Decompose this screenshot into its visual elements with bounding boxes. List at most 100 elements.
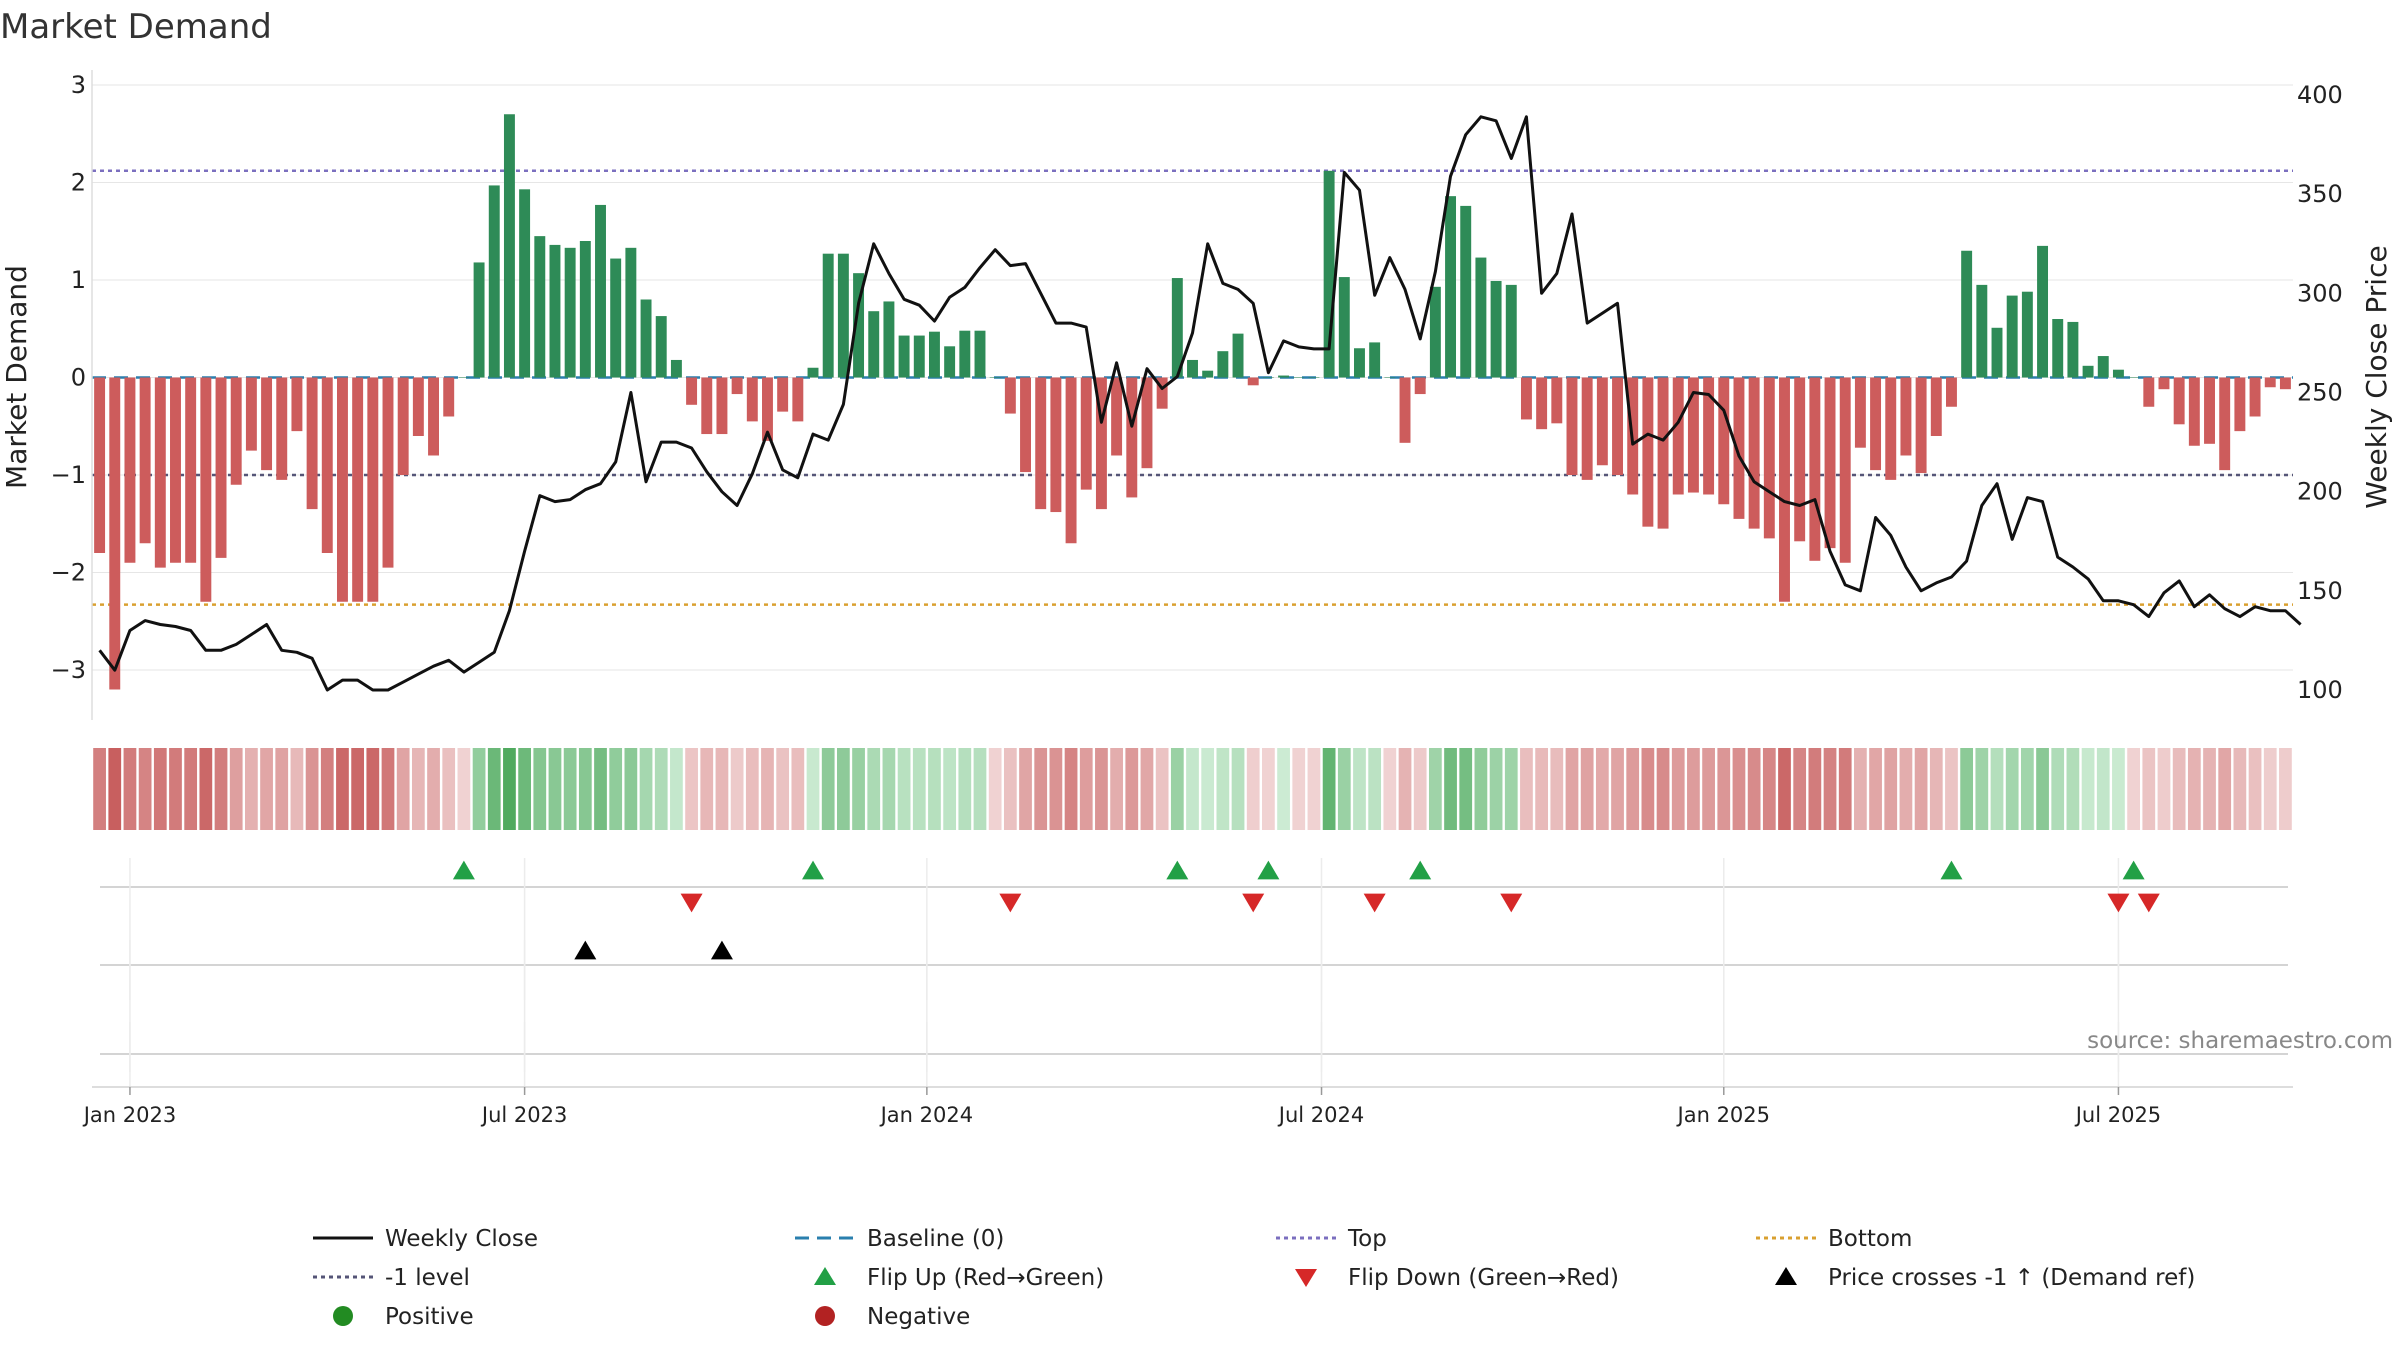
heat-cell-117 xyxy=(1869,748,1882,830)
legend-item-2: Top xyxy=(1276,1226,1387,1252)
y-tick-label-2: 1 xyxy=(71,266,86,294)
heat-cell-90 xyxy=(1459,748,1473,830)
heat-cell-65 xyxy=(1079,748,1093,830)
heat-cell-40 xyxy=(700,748,714,830)
heat-cell-135 xyxy=(2142,748,2156,830)
heat-cell-115 xyxy=(1838,748,1852,830)
demand-bar-100 xyxy=(1612,377,1623,475)
demand-bar-22 xyxy=(428,377,439,456)
heat-cell-0 xyxy=(93,748,106,830)
demand-bar-90 xyxy=(1460,205,1472,378)
demand-bar-86 xyxy=(1399,377,1411,443)
heat-cell-6 xyxy=(184,748,198,830)
heat-cell-114 xyxy=(1823,748,1837,830)
heat-cell-37 xyxy=(654,748,668,830)
legend-label-7: Price crosses -1 ↑ (Demand ref) xyxy=(1828,1265,2195,1291)
heat-cell-43 xyxy=(745,748,759,830)
demand-bar-108 xyxy=(1733,377,1745,519)
heat-cell-132 xyxy=(2096,748,2110,830)
heat-cell-83 xyxy=(1353,748,1366,830)
legend-label-4: -1 level xyxy=(385,1265,470,1291)
demand-bar-73 xyxy=(1202,370,1214,378)
heat-cell-54 xyxy=(912,748,926,830)
heat-cell-78 xyxy=(1277,748,1290,830)
demand-bar-85 xyxy=(1384,377,1396,378)
demand-bar-57 xyxy=(959,330,971,378)
heat-cell-20 xyxy=(396,748,410,830)
demand-bar-114 xyxy=(1824,377,1836,549)
y2-tick-label-4: 200 xyxy=(2297,478,2343,506)
demand-bar-137 xyxy=(2173,377,2185,425)
heat-cell-88 xyxy=(1428,748,1442,830)
demand-bar-140 xyxy=(2219,377,2231,471)
heat-cell-32 xyxy=(578,748,592,830)
demand-bar-54 xyxy=(913,335,925,378)
heat-cell-24 xyxy=(457,748,471,830)
demand-bar-13 xyxy=(291,377,303,432)
heat-cell-110 xyxy=(1762,748,1776,830)
heat-cell-109 xyxy=(1747,748,1761,830)
heat-cell-94 xyxy=(1520,748,1533,830)
demand-bar-87 xyxy=(1414,377,1426,395)
demand-bar-30 xyxy=(549,244,561,378)
flip-down-marker-0 xyxy=(680,893,703,913)
demand-bar-76 xyxy=(1247,377,1259,386)
y-tick-label-3: 0 xyxy=(71,364,86,392)
demand-bar-48 xyxy=(822,253,834,378)
demand-bar-82 xyxy=(1338,277,1350,378)
demand-bar-96 xyxy=(1551,377,1563,424)
demand-bar-105 xyxy=(1687,377,1699,493)
demand-bar-75 xyxy=(1232,333,1244,378)
demand-bar-133 xyxy=(2112,369,2124,378)
heat-cell-51 xyxy=(867,748,881,830)
demand-bar-118 xyxy=(1885,377,1897,480)
demand-bar-21 xyxy=(412,377,424,436)
flip-up-marker-5 xyxy=(1940,860,1963,880)
date-tick-label-5: Jul 2025 xyxy=(2074,1103,2161,1127)
demand-bar-10 xyxy=(245,377,257,451)
demand-heat-strip xyxy=(93,748,2292,830)
demand-bar-95 xyxy=(1536,377,1548,430)
heat-cell-41 xyxy=(715,748,729,830)
y2-tick-label-2: 300 xyxy=(2297,279,2343,307)
legend-item-3: Bottom xyxy=(1756,1226,1912,1252)
heat-cell-5 xyxy=(169,748,182,830)
heat-cell-80 xyxy=(1307,748,1321,830)
heat-cell-71 xyxy=(1170,748,1184,830)
heat-cell-9 xyxy=(229,748,243,830)
heat-cell-28 xyxy=(518,748,531,830)
demand-bar-63 xyxy=(1050,377,1062,513)
heat-cell-10 xyxy=(245,748,258,830)
y2-tick-label-6: 100 xyxy=(2297,676,2343,704)
heat-cell-112 xyxy=(1793,748,1807,830)
heat-cell-142 xyxy=(2248,748,2262,830)
heat-cell-33 xyxy=(594,748,607,830)
heat-cell-47 xyxy=(806,748,820,830)
heat-cell-140 xyxy=(2218,748,2232,830)
flip-down-marker-5 xyxy=(2107,893,2130,913)
demand-bar-110 xyxy=(1763,377,1775,539)
date-tick-label-1: Jul 2023 xyxy=(480,1103,567,1127)
heat-cell-60 xyxy=(1003,748,1017,830)
heat-cell-137 xyxy=(2172,748,2186,830)
chart-title: Market Demand xyxy=(0,7,272,47)
demand-bar-74 xyxy=(1217,351,1229,378)
heat-cell-106 xyxy=(1702,748,1715,830)
flip-up-marker-1 xyxy=(802,860,825,880)
heat-cell-59 xyxy=(988,748,1002,830)
demand-bar-4 xyxy=(154,377,166,568)
heat-cell-7 xyxy=(199,748,213,830)
demand-bar-72 xyxy=(1187,359,1198,378)
heat-cell-22 xyxy=(427,748,440,830)
demand-bar-52 xyxy=(883,301,895,378)
heat-cell-76 xyxy=(1246,748,1260,830)
heat-cell-35 xyxy=(624,748,638,830)
heat-cell-39 xyxy=(685,748,698,830)
heat-cell-84 xyxy=(1368,748,1382,830)
date-tick-label-3: Jul 2024 xyxy=(1277,1103,1364,1127)
demand-bar-60 xyxy=(1004,377,1016,414)
heat-cell-69 xyxy=(1140,748,1154,830)
heat-cell-138 xyxy=(2187,748,2201,830)
heat-cell-127 xyxy=(2020,748,2034,830)
demand-bar-33 xyxy=(595,204,606,378)
